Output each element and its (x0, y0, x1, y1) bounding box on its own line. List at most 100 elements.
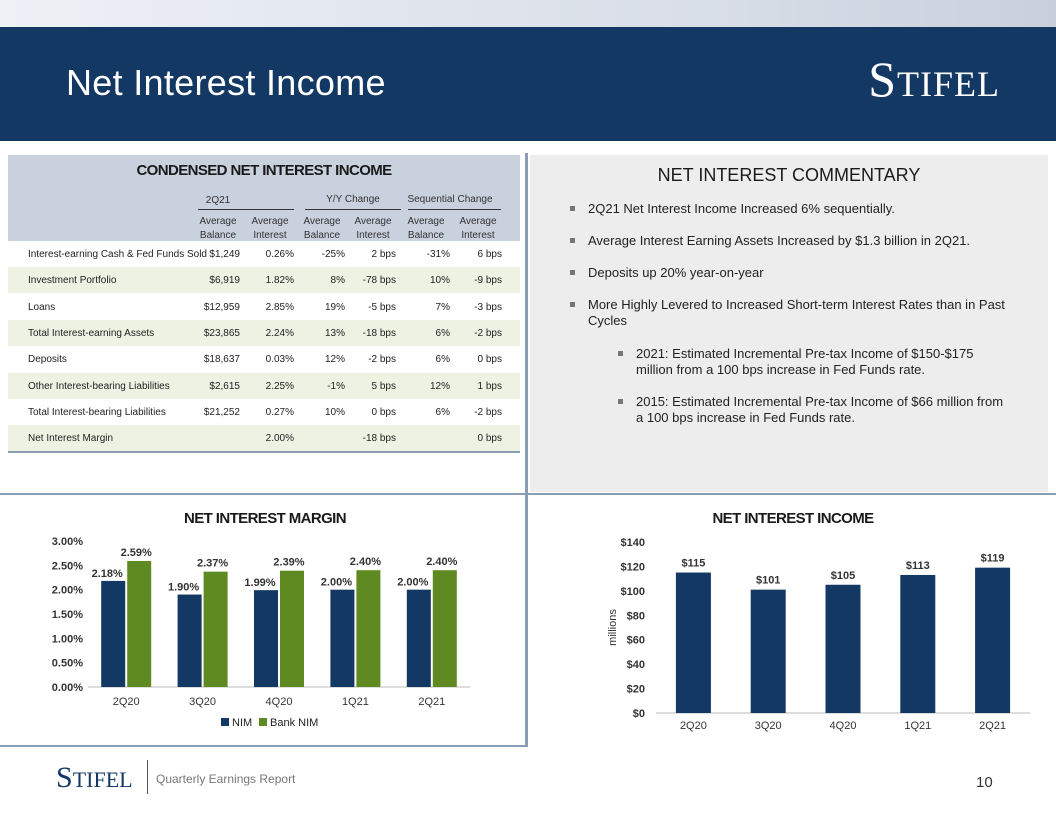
table-cell: 6% (435, 406, 450, 418)
table-bottom-rule (8, 451, 520, 453)
row-label: Total Interest-bearing Liabilities (28, 406, 166, 418)
group-header-2q21: 2Q21 (205, 195, 231, 206)
col-header: Average Interest (459, 216, 497, 241)
data-label: 2.00% (321, 577, 352, 589)
legend-label: Bank NIM (270, 717, 318, 729)
col-header: Average Interest (354, 216, 392, 241)
table-cell: 0.03% (265, 354, 294, 366)
group-underline (305, 209, 401, 210)
x-tick-label: 4Q20 (830, 720, 857, 732)
x-tick-label: 2Q20 (113, 696, 140, 708)
bar-nim (177, 594, 202, 687)
table-cell: 0 bps (371, 406, 396, 418)
x-tick-label: 1Q21 (904, 720, 931, 732)
net-interest-table-panel: CONDENSED NET INTEREST INCOME 2Q21 Y/Y C… (8, 155, 520, 492)
bar-net-interest-income (900, 574, 936, 713)
table-cell: 8% (330, 275, 345, 287)
vertical-divider (525, 153, 528, 747)
table-cell: 2.25% (265, 380, 294, 392)
table-cell: 10% (324, 406, 345, 418)
table-cell: $18,637 (203, 354, 240, 366)
y-tick-label: 0.00% (52, 682, 83, 694)
table-cell: 0.27% (265, 406, 294, 418)
data-label: $115 (681, 558, 705, 570)
table-title: CONDENSED NET INTEREST INCOME (136, 162, 392, 179)
table-cell: -18 bps (362, 433, 396, 445)
bar-bank-nim (356, 570, 381, 687)
commentary-bullet: Average Interest Earning Assets Increase… (570, 233, 1028, 249)
data-label: 2.18% (92, 568, 123, 580)
table-row: Interest-earning Cash & Fed Funds Sold $1… (8, 241, 520, 267)
commentary-bullet: 2Q21 Net Interest Income Increased 6% se… (570, 201, 1028, 217)
table-cell: 7% (435, 301, 450, 313)
table-cell: 0 bps (477, 433, 502, 445)
table-cell: 2.00% (265, 433, 294, 445)
table-row: Total Interest-earning Assets $23,865 2.24… (8, 319, 520, 346)
table-row: Net Interest Margin 2.00% -18 bps 0 bps (8, 425, 520, 452)
data-label: $119 (981, 553, 1005, 565)
data-label: 2.00% (397, 577, 428, 589)
bar-net-interest-income (825, 584, 861, 713)
bar-net-interest-income (750, 589, 786, 713)
bullet-marker (570, 206, 575, 211)
x-tick-label: 3Q20 (189, 696, 216, 708)
table-cell: -2 bps (474, 406, 502, 418)
commentary-bullet: More Highly Levered to Increased Short-t… (570, 297, 1008, 329)
row-label: Net Interest Margin (28, 433, 114, 445)
y-tick-label: $120 (621, 561, 645, 573)
y-tick-label: $60 (627, 635, 645, 647)
row-label: Total Interest-earning Assets (28, 327, 155, 339)
bullet-marker (570, 302, 575, 307)
table-cell: -3 bps (474, 301, 502, 313)
y-tick-label: 2.50% (52, 560, 83, 572)
row-label: Loans (28, 301, 56, 313)
bar-nim (406, 589, 431, 687)
table-cell: 6% (435, 327, 450, 339)
table-cell: 12% (324, 354, 345, 366)
footer-stifel-logo: STIFEL (56, 761, 133, 794)
table-cell: -31% (426, 249, 450, 260)
nim-chart-title: NET INTEREST MARGIN (184, 510, 347, 527)
footer-report-name: Quarterly Earnings Report (156, 772, 296, 786)
table-cell: -78 bps (362, 275, 396, 287)
table-cell: 19% (324, 301, 345, 313)
col-header: Average Interest (251, 216, 289, 241)
commentary-subbullet: 2015: Estimated Incremental Pre-tax Inco… (618, 394, 1006, 426)
y-tick-label: 1.00% (52, 633, 83, 645)
table-row: Loans $12,959 2.85% 19% -5 bps 7% -3 bps (8, 294, 520, 320)
group-underline (198, 209, 294, 210)
table-header: CONDENSED NET INTEREST INCOME 2Q21 Y/Y C… (8, 155, 520, 241)
data-label: 1.90% (168, 582, 199, 594)
table-cell: -25% (321, 249, 345, 260)
group-header-seq: Sequential Change (407, 194, 493, 205)
table-cell: 1.82% (265, 275, 294, 287)
row-label: Other Interest-bearing Liabilities (28, 380, 170, 392)
y-tick-label: 0.50% (52, 658, 83, 670)
col-header: Average Balance (407, 216, 445, 241)
bar-bank-nim (432, 570, 457, 687)
nii-chart: $0 $20 $40 $60 $80 $100 $120 $140 millions $115 2Q… (607, 537, 1030, 732)
stifel-logo: STIFEL (868, 51, 1000, 107)
commentary-subbullet: 2021: Estimated Incremental Pre-tax Inco… (618, 346, 1006, 378)
table-cell: 6 bps (477, 249, 502, 260)
data-label: $101 (756, 575, 780, 587)
commentary-bullet: Deposits up 20% year-on-year (570, 265, 1028, 281)
bar-bank-nim (280, 570, 304, 687)
x-tick-label: 1Q21 (342, 696, 369, 708)
y-tick-label: $40 (627, 659, 645, 671)
legend-swatch (221, 718, 229, 726)
col-header: Average Balance (303, 216, 341, 241)
commentary-title: NET INTEREST COMMENTARY (657, 165, 921, 185)
table-cell: $21,252 (203, 406, 240, 418)
table-cell: $1,249 (209, 249, 240, 260)
table-cell: 10% (429, 275, 450, 287)
table-row: Total Interest-bearing Liabilities $21,25… (8, 399, 520, 425)
commentary-panel: NET INTEREST COMMENTARY 2Q21 Net Interes… (530, 155, 1048, 492)
table-row: Investment Portfolio $6,919 1.82% 8% -78 bps… (8, 267, 520, 294)
x-tick-label: 2Q21 (418, 696, 445, 708)
data-label: $113 (906, 560, 930, 572)
bullet-marker (618, 399, 623, 404)
nim-chart: 0.00% 0.50% 1.00% 1.50% 2.00% 2.50% 3.00% 2.18%… (52, 536, 470, 729)
bar-nim (330, 589, 355, 687)
x-tick-label: 3Q20 (755, 720, 782, 732)
